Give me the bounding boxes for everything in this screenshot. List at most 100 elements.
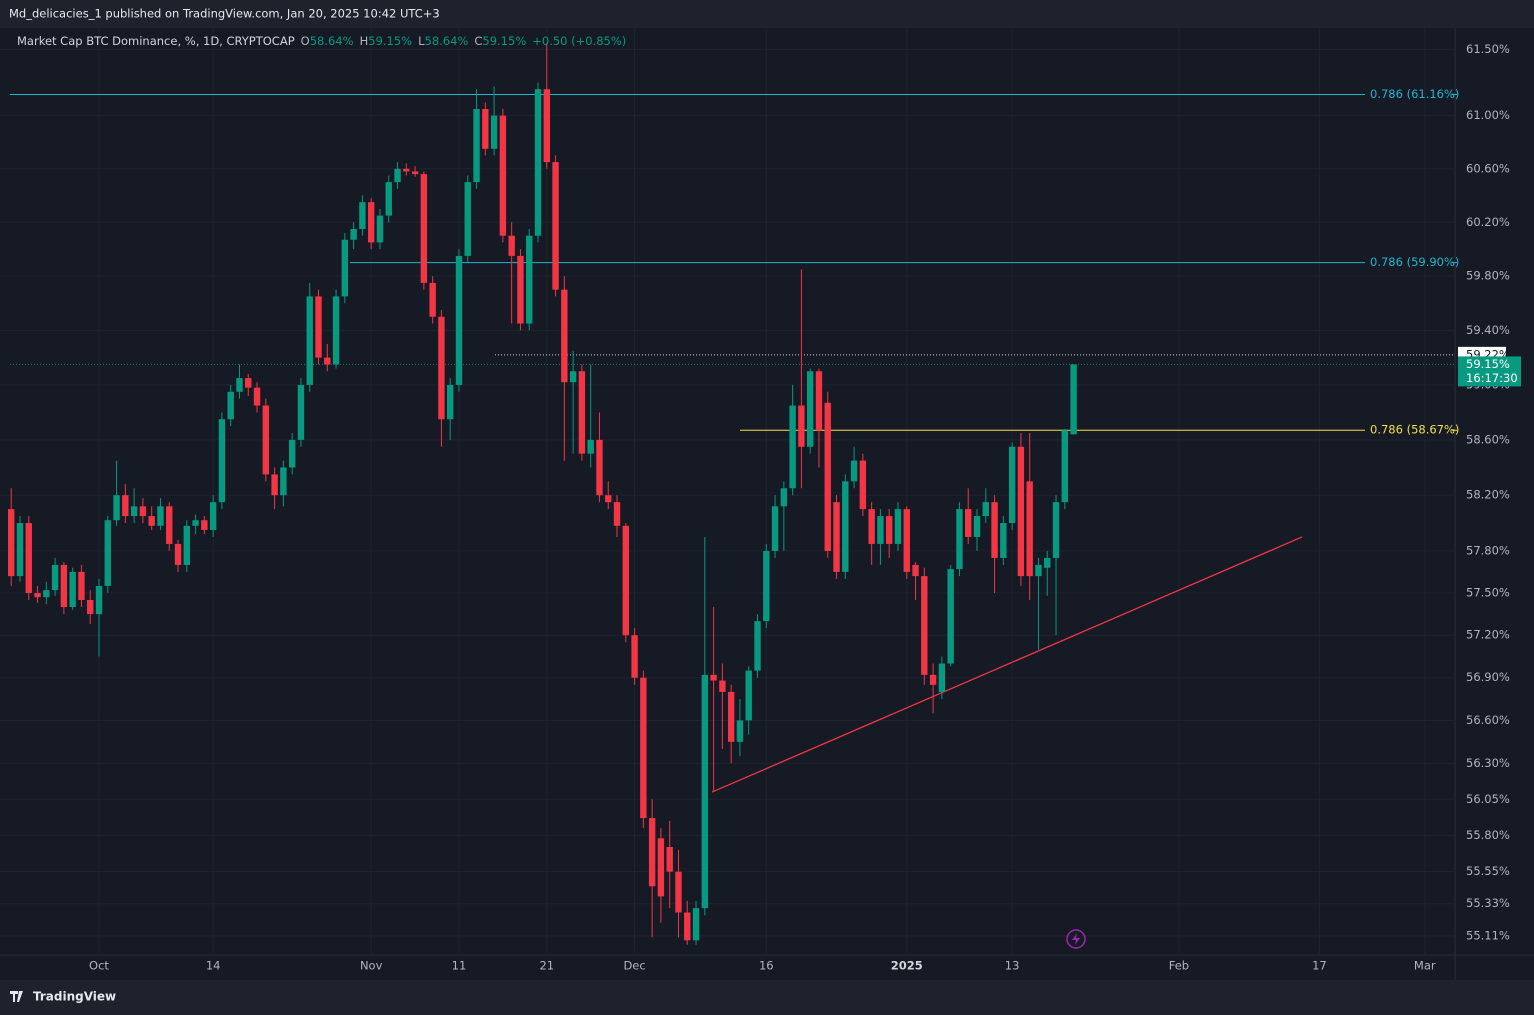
candle-body xyxy=(332,296,340,365)
candle-body xyxy=(192,520,199,526)
candle-body xyxy=(842,481,849,572)
candle-body xyxy=(482,109,489,149)
candle-body xyxy=(569,371,577,383)
candle-body xyxy=(956,509,963,570)
ohlc-value: 59.15% xyxy=(368,34,412,48)
footer-bar xyxy=(0,980,1534,1015)
y-tick-label: 58.20% xyxy=(1466,488,1510,502)
candle-body xyxy=(139,506,147,517)
candle-body xyxy=(420,174,428,283)
candle-body xyxy=(201,520,208,530)
candle-body xyxy=(692,908,700,941)
candle-body xyxy=(859,460,867,510)
candle-body xyxy=(850,460,858,482)
candle-body xyxy=(236,378,243,392)
candle-body xyxy=(596,439,603,496)
trendline xyxy=(711,536,1303,793)
candle-body xyxy=(34,592,41,598)
candle-body xyxy=(1026,481,1033,577)
candle-body xyxy=(877,516,884,544)
candle-body xyxy=(16,523,24,577)
candle-body xyxy=(938,663,946,692)
candle-body xyxy=(227,391,234,420)
candle-body xyxy=(464,182,471,256)
candle-body xyxy=(780,488,788,507)
candle-body xyxy=(490,115,498,149)
candle-body xyxy=(657,838,665,897)
legend-title: Market Cap BTC Dominance, %, 1D, CRYPTOC… xyxy=(17,34,295,48)
candle-body xyxy=(701,674,709,909)
candle-body xyxy=(209,502,217,530)
y-tick-label: 55.80% xyxy=(1466,828,1510,842)
candle-body xyxy=(543,89,550,163)
candle-body xyxy=(1070,364,1077,435)
candle-body xyxy=(982,502,989,517)
candle-body xyxy=(727,691,735,742)
footer: TradingView xyxy=(33,990,116,1004)
candle-body xyxy=(824,402,831,551)
candle-body xyxy=(947,569,954,664)
candle-body xyxy=(763,550,770,622)
candle-body xyxy=(1017,446,1025,577)
candle-body xyxy=(166,506,173,544)
layer: 59.22%59.15%16:17:30 xyxy=(1458,346,1521,387)
alert-icon[interactable] xyxy=(1066,929,1086,949)
candle-body xyxy=(771,506,779,551)
candle-body xyxy=(288,439,296,468)
candle-body xyxy=(43,590,50,598)
candle-body xyxy=(130,506,138,517)
ohlc-key: O xyxy=(301,34,310,48)
candle-body xyxy=(833,502,840,572)
candle-body xyxy=(253,387,261,406)
price-box xyxy=(1458,356,1521,387)
ohlc-value: 58.64% xyxy=(310,34,354,48)
candle-body xyxy=(385,182,392,216)
candle-body xyxy=(78,571,85,600)
candle-body xyxy=(367,202,375,243)
candle-body xyxy=(736,720,744,742)
candle-body xyxy=(350,228,357,240)
candle-body xyxy=(806,371,814,447)
candle-body xyxy=(1061,430,1068,503)
candle-body xyxy=(359,202,366,229)
candle-body xyxy=(561,289,568,383)
candle-body xyxy=(991,502,998,558)
logo xyxy=(10,991,23,1002)
candle-body xyxy=(25,523,32,593)
candle-body xyxy=(921,576,928,675)
candle-body xyxy=(376,215,384,243)
candle-body xyxy=(113,495,120,521)
candle-body xyxy=(157,506,164,526)
x-tick-label: 21 xyxy=(539,959,554,973)
ohlc-key: L xyxy=(418,34,425,48)
candle-body xyxy=(271,474,278,496)
candle-body xyxy=(508,235,515,256)
price-box-label: 59.15% xyxy=(1466,357,1510,371)
candle-body xyxy=(174,543,182,565)
countdown: 16:17:30 xyxy=(1466,371,1518,385)
y-tick-label: 61.50% xyxy=(1466,42,1510,56)
x-tick-label: Dec xyxy=(623,959,645,973)
candle-body xyxy=(526,235,533,324)
candle-body xyxy=(394,168,401,183)
candle-body xyxy=(666,846,673,872)
candle-body xyxy=(1000,523,1007,558)
change: +0.50 (+0.85%) xyxy=(532,34,626,48)
candle-body xyxy=(306,296,313,385)
legend: Market Cap BTC Dominance, %, 1D, CRYPTOC… xyxy=(17,34,626,48)
candle-body xyxy=(815,371,823,431)
candle-body xyxy=(613,502,621,526)
candle-body xyxy=(745,670,752,721)
fib-level-label: 0.786 (58.67%) xyxy=(1370,423,1459,437)
ohlc-key: H xyxy=(360,34,369,48)
candle-body xyxy=(798,405,805,447)
header-bar xyxy=(0,0,1534,28)
ohlc-value: 59.15% xyxy=(482,34,526,48)
candle-body xyxy=(51,564,59,591)
x-tick-label: Nov xyxy=(360,959,383,973)
x-tick-label: Feb xyxy=(1169,959,1189,973)
x-tick-label: 17 xyxy=(1312,959,1327,973)
candle-body xyxy=(8,509,15,577)
header: Md_delicacies_1 published on TradingView… xyxy=(9,7,440,21)
candle-body xyxy=(719,680,726,692)
